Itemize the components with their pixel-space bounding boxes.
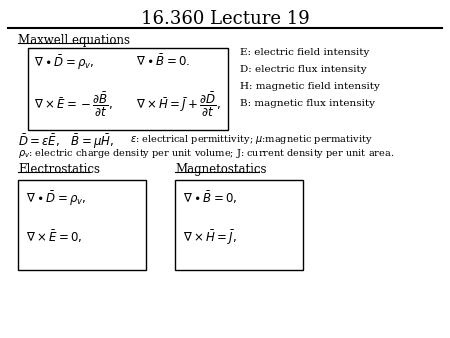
Text: $\nabla \times \bar{H} = \bar{J} + \dfrac{\partial \bar{D}}{\partial t},$: $\nabla \times \bar{H} = \bar{J} + \dfra… — [136, 91, 220, 119]
Text: $\bar{D} = \varepsilon\bar{E},\;\;\; \bar{B} = \mu\bar{H},$: $\bar{D} = \varepsilon\bar{E},\;\;\; \ba… — [18, 133, 114, 151]
Text: $\nabla \times \bar{E} = -\dfrac{\partial \bar{B}}{\partial t},$: $\nabla \times \bar{E} = -\dfrac{\partia… — [34, 91, 113, 119]
Text: $\nabla \times \bar{E} = 0,$: $\nabla \times \bar{E} = 0,$ — [26, 229, 82, 245]
Text: $\nabla \times \bar{H} = \bar{J},$: $\nabla \times \bar{H} = \bar{J},$ — [183, 229, 237, 247]
Text: E: electric field intensity: E: electric field intensity — [240, 48, 369, 57]
Text: $\nabla \bullet \bar{B} = 0,$: $\nabla \bullet \bar{B} = 0,$ — [183, 190, 238, 207]
Bar — [18, 180, 146, 270]
Text: $\rho_v$: electric charge density per unit volume; J: current density per unit a: $\rho_v$: electric charge density per un… — [18, 147, 394, 160]
Text: $\nabla \bullet \bar{D} = \rho_v,$: $\nabla \bullet \bar{D} = \rho_v,$ — [26, 190, 86, 209]
Bar — [28, 48, 228, 130]
Text: D: electric flux intensity: D: electric flux intensity — [240, 65, 367, 74]
Text: 16.360 Lecture 19: 16.360 Lecture 19 — [140, 10, 310, 28]
Text: Electrostatics: Electrostatics — [18, 163, 100, 176]
Text: $\nabla \bullet \bar{B} = 0.$: $\nabla \bullet \bar{B} = 0.$ — [136, 54, 190, 69]
Bar — [175, 180, 303, 270]
Text: H: magnetic field intensity: H: magnetic field intensity — [240, 82, 380, 91]
Text: $\varepsilon$: electrical permittivity; $\mu$:magnetic permativity: $\varepsilon$: electrical permittivity; … — [130, 133, 373, 146]
Text: $\nabla \bullet \bar{D} = \rho_v,$: $\nabla \bullet \bar{D} = \rho_v,$ — [34, 54, 94, 72]
Text: B: magnetic flux intensity: B: magnetic flux intensity — [240, 99, 375, 108]
Text: Maxwell equations: Maxwell equations — [18, 34, 130, 47]
Text: Magnetostatics: Magnetostatics — [175, 163, 266, 176]
